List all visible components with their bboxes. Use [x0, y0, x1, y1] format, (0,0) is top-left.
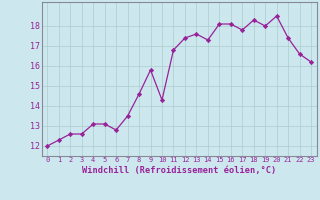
X-axis label: Windchill (Refroidissement éolien,°C): Windchill (Refroidissement éolien,°C): [82, 166, 276, 175]
